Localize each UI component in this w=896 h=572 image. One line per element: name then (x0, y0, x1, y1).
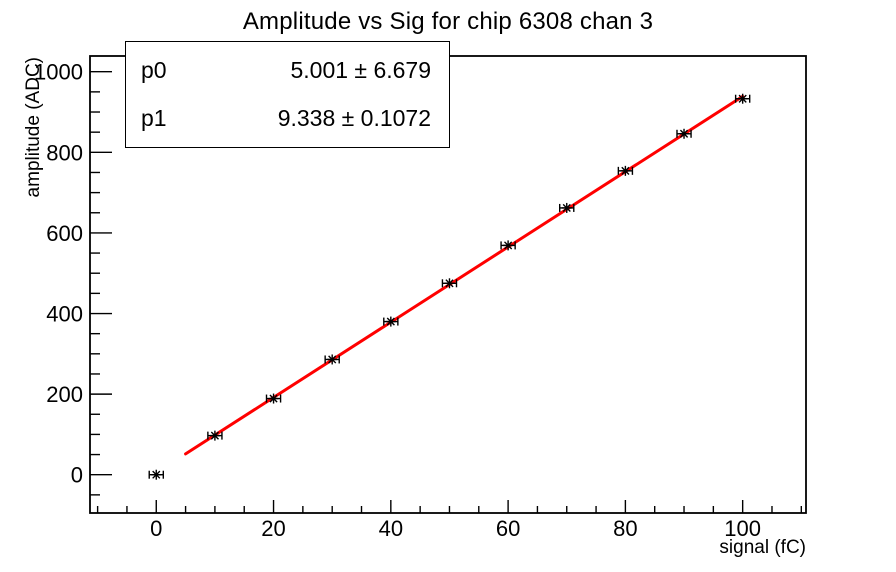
stats-param-name: p1 (141, 105, 167, 132)
data-point-marker (207, 430, 223, 441)
data-point-marker (441, 278, 458, 289)
asterisk-stroke (328, 355, 337, 364)
x-tick-label: 80 (613, 516, 637, 541)
stats-param-value: 9.338 ± 0.1072 (277, 105, 431, 132)
y-tick-label: 1000 (34, 60, 83, 85)
asterisk-stroke (386, 317, 395, 326)
asterisk-stroke (679, 129, 689, 138)
y-tick-label: 200 (46, 382, 83, 407)
y-tick-label: 600 (46, 221, 83, 246)
asterisk-stroke (210, 431, 219, 440)
stats-row-p0: p0 5.001 ± 6.679 (141, 57, 431, 84)
y-tick-label: 400 (46, 302, 83, 327)
x-tick-label: 0 (150, 516, 162, 541)
x-tick-label: 100 (724, 516, 761, 541)
x-tick-label: 60 (496, 516, 520, 541)
stats-param-value: 5.001 ± 6.679 (290, 56, 431, 83)
asterisk-stroke (562, 203, 571, 213)
asterisk-stroke (738, 94, 747, 103)
y-axis: 0 200 400 600 800 1000 (34, 60, 112, 496)
data-point-marker (734, 93, 751, 104)
asterisk-stroke (269, 394, 278, 403)
stats-row-p1: p1 9.338 ± 0.1072 (141, 105, 431, 132)
stats-param-name: p0 (141, 56, 167, 83)
fit-stats-box: p0 5.001 ± 6.679 p1 9.338 ± 0.1072 (125, 41, 450, 148)
y-tick-label: 800 (46, 140, 83, 165)
data-point-marker (500, 240, 516, 251)
data-point-marker (676, 128, 692, 139)
fit-line (184, 94, 745, 456)
chart-title: Amplitude vs Sig for chip 6308 chan 3 (242, 8, 654, 35)
x-tick-label: 20 (261, 516, 285, 541)
y-axis-title: amplitude (ADC) (23, 57, 44, 198)
y-tick-label: 0 (71, 463, 83, 488)
data-point-marker (265, 393, 282, 404)
asterisk-stroke (152, 470, 161, 479)
data-point-marker (559, 202, 575, 213)
data-point-marker (383, 316, 399, 327)
x-tick-label: 40 (379, 516, 403, 541)
data-points (148, 93, 751, 480)
data-point-marker (148, 469, 165, 480)
asterisk-stroke (445, 279, 454, 288)
x-axis: 0 20 40 60 80 100 (96, 500, 803, 541)
data-point-marker (324, 354, 340, 365)
asterisk-stroke (504, 241, 513, 250)
data-point-marker (617, 165, 634, 176)
x-axis-title: signal (fC) (719, 537, 806, 558)
asterisk-stroke (621, 166, 630, 175)
